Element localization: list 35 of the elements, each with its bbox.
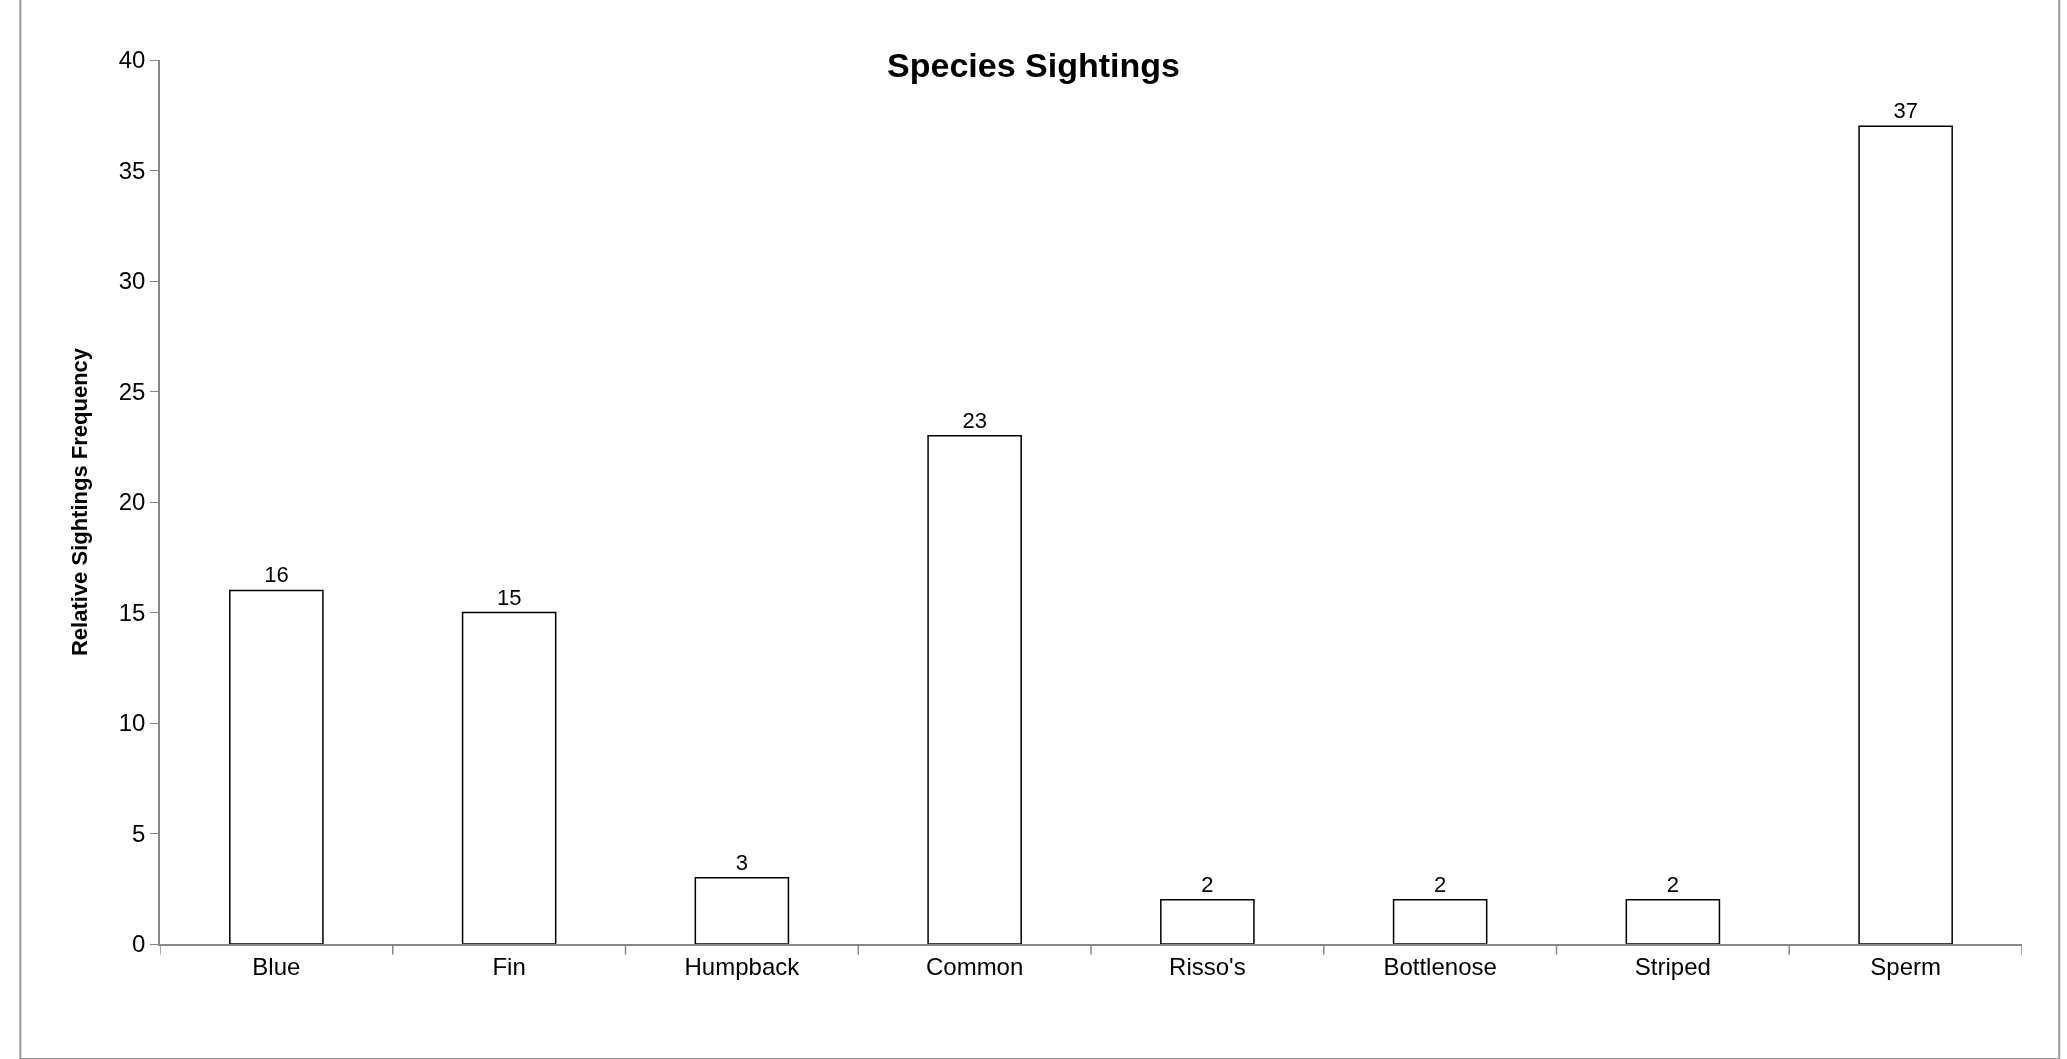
x-tick-label: Humpback: [684, 952, 801, 980]
y-tick-label: 0: [132, 930, 146, 958]
y-tick-label: 15: [118, 598, 146, 626]
x-tick-label: Striped: [1634, 952, 1711, 980]
x-tick-label: Bottlenose: [1383, 952, 1497, 980]
y-tick-label: 40: [118, 46, 146, 74]
y-tick-label: 25: [118, 377, 146, 405]
data-label: 37: [1893, 98, 1918, 124]
data-label: 15: [496, 584, 522, 610]
bar: [927, 434, 1022, 944]
x-tick-label: Fin: [492, 952, 526, 980]
bar: [694, 876, 790, 944]
y-tick-label: 35: [118, 156, 146, 184]
x-tick-label: Blue: [252, 952, 301, 980]
bar: [1625, 899, 1721, 944]
chart-title: Species Sightings: [887, 45, 1180, 84]
y-tick-label: 5: [132, 819, 146, 847]
data-label: 2: [1666, 871, 1680, 897]
x-tick-label: Common: [925, 952, 1024, 980]
data-label: 23: [962, 407, 987, 433]
data-label: 2: [1201, 871, 1214, 897]
y-tick-label: 20: [118, 488, 146, 516]
x-tick-label: Sperm: [1870, 952, 1941, 980]
bar: [229, 589, 324, 944]
bar: [1858, 125, 1953, 944]
y-tick-label: 30: [118, 267, 146, 295]
bar: [461, 611, 557, 944]
data-label: 2: [1434, 871, 1447, 897]
x-tick-label: Risso's: [1169, 952, 1246, 980]
y-tick-label: 10: [118, 709, 146, 737]
bar: [1392, 899, 1488, 944]
data-label: 16: [264, 562, 289, 588]
data-label: 3: [735, 849, 749, 875]
bar: [1160, 899, 1255, 944]
y-axis-title: Relative Sightings Frequency: [67, 347, 93, 657]
